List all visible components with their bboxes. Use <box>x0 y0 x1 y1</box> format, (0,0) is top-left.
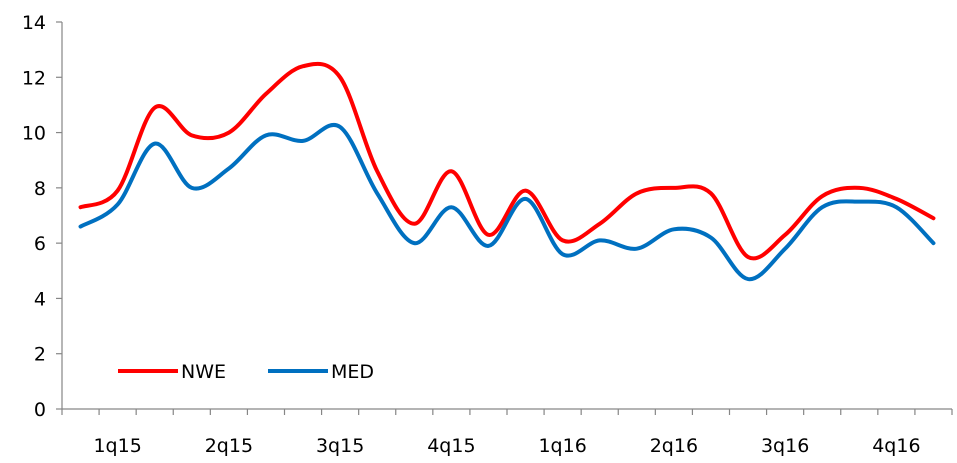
x-tick-label: 1q15 <box>93 435 141 457</box>
series-layer <box>78 61 936 282</box>
x-axis: 1q15 2q15 3q15 4q15 1q16 2q16 3q16 4q16 <box>61 408 953 457</box>
y-axis: 0 2 4 6 8 10 12 14 <box>22 12 63 421</box>
x-tick-label: 3q16 <box>761 435 809 457</box>
series-line-nwe <box>78 61 936 261</box>
x-tick-label: 4q15 <box>427 435 475 457</box>
y-tick-label: 4 <box>34 288 46 310</box>
legend: NWE MED <box>118 361 374 383</box>
x-tick-label: 2q15 <box>205 435 253 457</box>
x-tick-label: 3q15 <box>316 435 364 457</box>
x-tick-label: 2q16 <box>650 435 698 457</box>
legend-label-nwe: NWE <box>181 361 226 383</box>
y-tick-label: 6 <box>34 233 46 255</box>
y-tick-label: 8 <box>34 178 46 200</box>
y-tick-label: 0 <box>34 399 46 421</box>
x-tick-label: 4q16 <box>872 435 920 457</box>
y-tick-label: 14 <box>22 12 46 34</box>
series-line-med <box>78 123 936 282</box>
y-tick-label: 12 <box>22 67 46 89</box>
y-tick-label: 2 <box>34 344 46 366</box>
y-tick-label: 10 <box>22 123 46 145</box>
legend-label-med: MED <box>331 361 374 383</box>
x-tick-label: 1q16 <box>538 435 586 457</box>
